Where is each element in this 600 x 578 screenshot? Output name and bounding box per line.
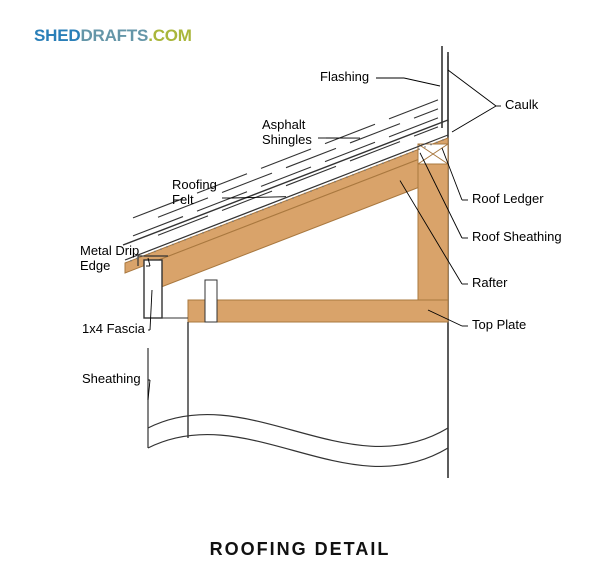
label-sheathing: Sheathing xyxy=(82,372,141,387)
label-roof-sheathing: Roof Sheathing xyxy=(472,230,562,245)
label-rafter: Rafter xyxy=(472,276,507,291)
label-roof-ledger: Roof Ledger xyxy=(472,192,544,207)
diagram-stage xyxy=(0,0,600,578)
label-roofing-felt: RoofingFelt xyxy=(172,178,217,208)
label-top-plate: Top Plate xyxy=(472,318,526,333)
label-asphalt: AsphaltShingles xyxy=(262,118,312,148)
diagram-title: ROOFING DETAIL xyxy=(0,539,600,560)
label-metal-drip: Metal DripEdge xyxy=(80,244,139,274)
diagram-svg xyxy=(0,0,600,578)
label-fascia: 1x4 Fascia xyxy=(82,322,145,337)
label-caulk: Caulk xyxy=(505,98,538,113)
label-flashing: Flashing xyxy=(320,70,369,85)
